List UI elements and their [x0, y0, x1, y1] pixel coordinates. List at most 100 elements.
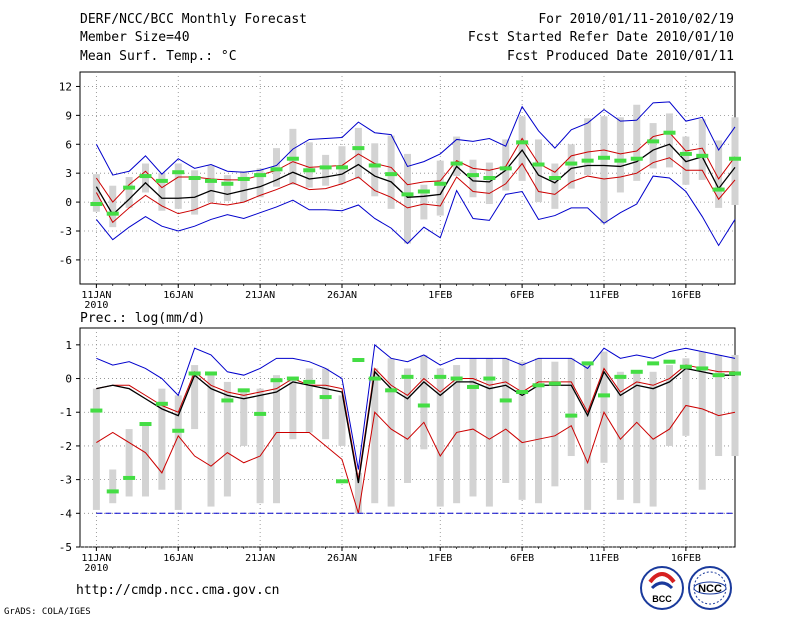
observed-marker — [434, 374, 447, 379]
ncc-logo: NCC — [688, 566, 732, 610]
ensemble-bar — [436, 160, 444, 216]
ensemble-bar — [551, 163, 559, 209]
y-tick-label: -6 — [59, 254, 72, 267]
observed-marker — [598, 393, 610, 398]
observed-marker — [434, 181, 447, 186]
ensemble-bar — [240, 388, 248, 446]
ensemble-bar — [485, 358, 493, 507]
header-title: DERF/NCC/BCC Monthly Forecast — [80, 12, 307, 27]
observed-marker — [172, 170, 185, 175]
ensemble-bar — [404, 368, 411, 483]
ensemble-bar — [191, 170, 199, 215]
header-variable: Mean Surf. Temp.: °C — [80, 49, 237, 64]
y-tick-label: -2 — [59, 440, 72, 453]
ensemble-bar — [682, 358, 690, 436]
observed-marker — [319, 165, 332, 170]
ensemble-bar — [535, 139, 542, 203]
ensemble-bar — [142, 422, 149, 497]
ensemble-bar — [633, 104, 641, 181]
series-line-spread — [96, 404, 736, 514]
observed-marker — [336, 479, 348, 484]
observed-marker — [188, 371, 201, 376]
x-tick-label: 16FEB — [671, 553, 701, 564]
y-tick-label: 0 — [65, 196, 72, 209]
ensemble-bar — [322, 368, 330, 440]
observed-marker — [630, 369, 643, 374]
observed-marker — [450, 376, 463, 381]
ensemble-bar — [567, 358, 575, 457]
y-tick-label: 3 — [65, 167, 72, 180]
series-line-mean — [96, 367, 735, 484]
observed-marker — [499, 398, 512, 403]
ensemble-bar — [682, 136, 690, 185]
ensemble-bar — [305, 142, 313, 188]
observed-marker — [368, 163, 381, 168]
x-tick-label: 21JAN — [245, 553, 275, 564]
ensemble-bar — [584, 361, 592, 510]
x-tick-label: 16JAN — [163, 553, 193, 564]
observed-marker — [254, 173, 267, 178]
observed-marker — [532, 383, 545, 388]
header-period: For 2010/01/11-2010/02/19 — [538, 12, 734, 27]
observed-marker — [712, 187, 725, 192]
ensemble-bar — [404, 153, 411, 244]
observed-marker — [205, 371, 217, 376]
x-tick-sublabel: 2010 — [84, 563, 108, 574]
y-tick-label: -4 — [59, 507, 73, 520]
observed-marker — [155, 178, 168, 183]
observed-marker — [221, 398, 234, 403]
ensemble-bar — [502, 139, 510, 191]
ensemble-bar — [322, 154, 330, 186]
ncc-logo-text: NCC — [698, 583, 722, 595]
bcc-logo-text: BCC — [652, 594, 672, 604]
observed-marker — [319, 395, 332, 400]
ensemble-bar — [158, 388, 166, 490]
ensemble-bar — [616, 371, 624, 500]
observed-marker — [581, 158, 594, 163]
x-tick-label: 26JAN — [327, 290, 357, 301]
observed-marker — [368, 376, 381, 381]
ensemble-bar — [698, 351, 706, 490]
observed-marker — [172, 428, 185, 433]
ensemble-bar — [731, 117, 739, 205]
observed-marker — [679, 151, 692, 156]
ensemble-bar — [223, 175, 231, 202]
series-line-spread — [96, 364, 735, 480]
y-tick-label: 9 — [65, 109, 72, 122]
ensemble-bar — [567, 144, 575, 189]
observed-marker — [221, 181, 234, 186]
observed-marker — [696, 153, 709, 158]
precip-panel-title: Prec.: log(mm/d) — [80, 311, 205, 326]
observed-marker — [712, 373, 725, 378]
ensemble-bar — [535, 358, 542, 504]
ensemble-bar — [289, 378, 297, 440]
observed-marker — [647, 361, 660, 366]
y-tick-label: 6 — [65, 138, 72, 151]
observed-marker — [401, 192, 414, 197]
observed-marker — [630, 156, 643, 161]
ensemble-bar — [666, 113, 673, 168]
observed-marker — [516, 140, 529, 145]
ensemble-bar — [109, 185, 117, 228]
ensemble-bar — [551, 361, 559, 487]
observed-marker — [106, 489, 119, 494]
observed-marker — [417, 189, 430, 194]
observed-marker — [450, 161, 463, 166]
ensemble-bar — [256, 388, 264, 504]
observed-marker — [303, 168, 316, 173]
observed-marker — [106, 211, 119, 216]
ensemble-bar — [453, 136, 461, 177]
ensemble-bar — [469, 358, 477, 497]
x-tick-label: 11FEB — [589, 553, 619, 564]
observed-marker — [139, 174, 152, 179]
ensemble-bar — [371, 368, 379, 504]
observed-marker — [237, 388, 250, 393]
observed-marker — [401, 374, 414, 379]
footer-url[interactable]: http://cmdp.ncc.cma.gov.cn — [76, 583, 280, 598]
ensemble-bar — [420, 184, 428, 220]
y-tick-label: -3 — [59, 474, 72, 487]
x-tick-label: 26JAN — [327, 553, 357, 564]
x-tick-label: 6FEB — [510, 553, 534, 564]
x-tick-label: 16JAN — [163, 290, 193, 301]
